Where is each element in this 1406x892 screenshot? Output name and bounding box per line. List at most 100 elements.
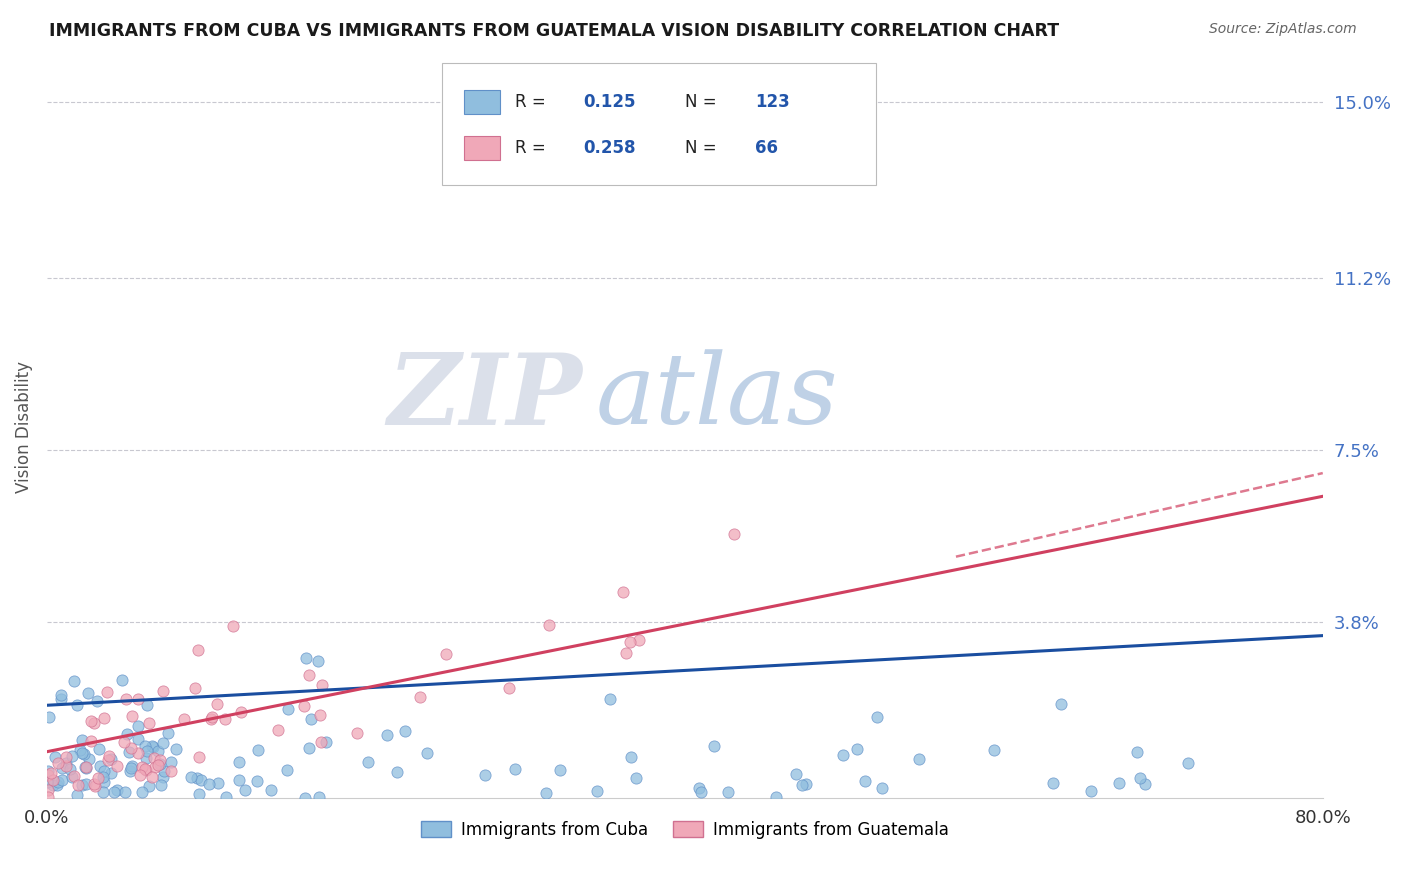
Point [73,747,96,762]
Point [311,677,333,691]
Point [357,756,380,770]
Point [188,787,211,801]
Point [37,768,59,782]
Point [228,755,250,769]
Point [1049,697,1071,711]
Point [188,749,211,764]
Point [105,759,128,773]
Point [260,783,283,797]
Point [585,784,607,798]
Point [131,785,153,799]
Point [77,752,100,766]
Point [135,751,157,765]
Point [474,768,496,782]
Point [173,712,195,726]
Point [620,749,643,764]
Point [785,766,807,780]
Point [385,765,408,780]
Point [93,764,115,779]
Point [416,746,439,760]
Point [298,740,321,755]
Point [315,735,337,749]
Point [134,762,156,776]
Point [46,778,69,792]
Point [599,692,621,706]
Point [105,783,128,797]
Point [146,758,169,772]
Point [141,770,163,784]
Point [77,686,100,700]
Point [149,753,172,767]
Point [294,790,316,805]
Point [165,742,187,756]
Point [145,760,167,774]
Point [121,709,143,723]
Point [89,759,111,773]
Point [120,764,142,778]
Point [55,759,77,773]
Point [186,771,208,785]
FancyBboxPatch shape [443,62,876,186]
Legend: Immigrants from Cuba, Immigrants from Guatemala: Immigrants from Cuba, Immigrants from Gu… [415,814,956,846]
Point [228,772,250,787]
Point [214,712,236,726]
Point [1126,745,1149,759]
Point [180,770,202,784]
Point [157,726,180,740]
Point [135,764,157,778]
Point [91,770,114,784]
Point [187,643,209,657]
Point [83,777,105,791]
Point [96,685,118,699]
Point [70,779,93,793]
Text: R =: R = [515,139,551,157]
Point [39,765,62,780]
Point [1129,771,1152,785]
Text: N =: N = [685,139,721,157]
Point [70,732,93,747]
Point [84,779,107,793]
Point [146,744,169,758]
Point [267,723,290,737]
Point [37,782,59,797]
Point [846,742,869,756]
Point [1108,776,1130,790]
Point [66,788,89,802]
Point [44,750,66,764]
Point [143,751,166,765]
Point [222,619,245,633]
Text: atlas: atlas [596,350,838,444]
Point [35,775,58,789]
Point [127,732,149,747]
Point [498,681,520,695]
Point [277,702,299,716]
Point [60,770,83,784]
Point [63,673,86,688]
Point [120,741,142,756]
Point [114,785,136,799]
Point [247,743,270,757]
Text: IMMIGRANTS FROM CUBA VS IMMIGRANTS FROM GUATEMALA VISION DISABILITY CORRELATION : IMMIGRANTS FROM CUBA VS IMMIGRANTS FROM … [49,22,1059,40]
Text: 0.125: 0.125 [582,93,636,111]
Point [853,773,876,788]
Point [118,745,141,759]
Text: ZIP: ZIP [388,349,582,445]
Point [295,651,318,665]
Point [215,790,238,805]
Point [149,778,172,792]
Point [1080,784,1102,798]
Point [983,743,1005,757]
Point [717,785,740,799]
Point [79,714,101,728]
Point [870,780,893,795]
Point [794,777,817,791]
Point [688,780,710,795]
Point [537,617,560,632]
Point [127,719,149,733]
Point [97,748,120,763]
Point [127,692,149,706]
Point [115,727,138,741]
Point [503,762,526,776]
Point [87,772,110,786]
Point [198,777,221,791]
